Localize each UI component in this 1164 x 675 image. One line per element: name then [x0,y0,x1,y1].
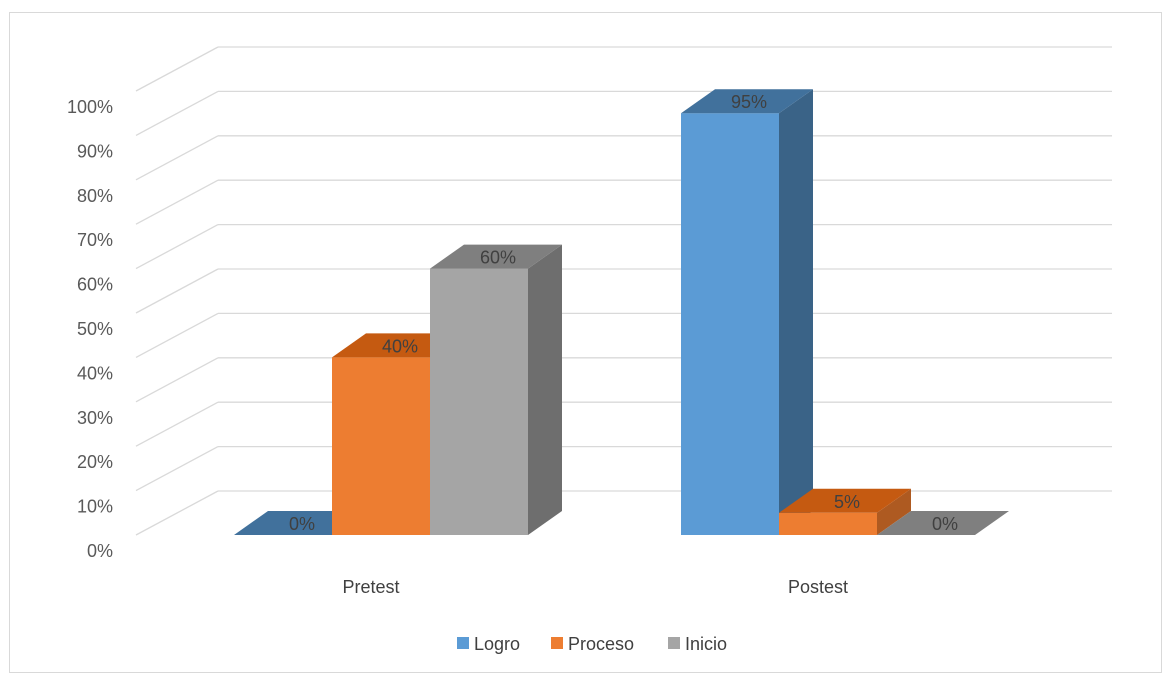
y-tick-label: 50% [77,319,113,339]
bar-logro-postest [681,89,813,535]
bar-front [332,357,430,535]
gridlines [135,46,1112,536]
data-label: 0% [289,514,315,534]
x-tick-label: Postest [788,577,848,597]
bar-top [430,244,562,269]
data-labels: 0% 40% 60% 95% 5% 0% [289,92,958,534]
bar-top [779,488,911,513]
y-tick-label: 60% [77,275,113,295]
bars [234,89,1009,535]
bar-front [681,113,779,535]
gridline-side [135,179,219,225]
bar-top [877,511,1009,535]
bar-side [779,89,813,535]
bar-side [877,488,911,535]
bar-proceso-postest [779,488,911,535]
y-tick-label: 70% [77,230,113,250]
gridline-side [135,446,219,492]
y-axis: 0% 10% 20% 30% 40% 50% 60% 70% 80% 90% 100% [67,97,113,561]
bar-front [430,268,528,535]
y-tick-label: 40% [77,363,113,383]
legend-item-logro: Logro [457,634,520,654]
x-axis: Pretest Postest [342,577,848,597]
legend-label: Inicio [685,634,727,654]
bar-inicio-pretest [430,244,562,535]
legend-swatch [457,637,469,649]
legend: Logro Proceso Inicio [457,634,727,654]
bar-front [779,512,877,535]
y-tick-label: 100% [67,97,113,117]
data-label: 0% [932,514,958,534]
legend-item-proceso: Proceso [551,634,634,654]
legend-swatch [668,637,680,649]
data-label: 95% [731,92,767,112]
legend-swatch [551,637,563,649]
bar-top [681,89,813,114]
legend-label: Proceso [568,634,634,654]
y-tick-label: 20% [77,452,113,472]
bar-side [528,244,562,535]
gridline-side [135,224,219,270]
bar-inicio-postest [877,511,1009,535]
x-tick-label: Pretest [342,577,399,597]
gridline-side [135,46,219,92]
gridline-side [135,268,219,314]
data-label: 60% [480,248,516,268]
data-label: 5% [834,492,860,512]
gridline-side [135,135,219,181]
gridline-side [135,312,219,358]
y-tick-label: 90% [77,141,113,161]
gridline-side [135,490,219,536]
gridline-side [135,401,219,447]
legend-item-inicio: Inicio [668,634,727,654]
legend-label: Logro [474,634,520,654]
chart-frame [9,12,1162,673]
y-tick-label: 30% [77,408,113,428]
y-tick-label: 10% [77,497,113,517]
data-label: 40% [382,336,418,356]
gridline-side [135,357,219,403]
y-tick-label: 0% [87,541,113,561]
y-tick-label: 80% [77,186,113,206]
gridline-side [135,90,219,136]
